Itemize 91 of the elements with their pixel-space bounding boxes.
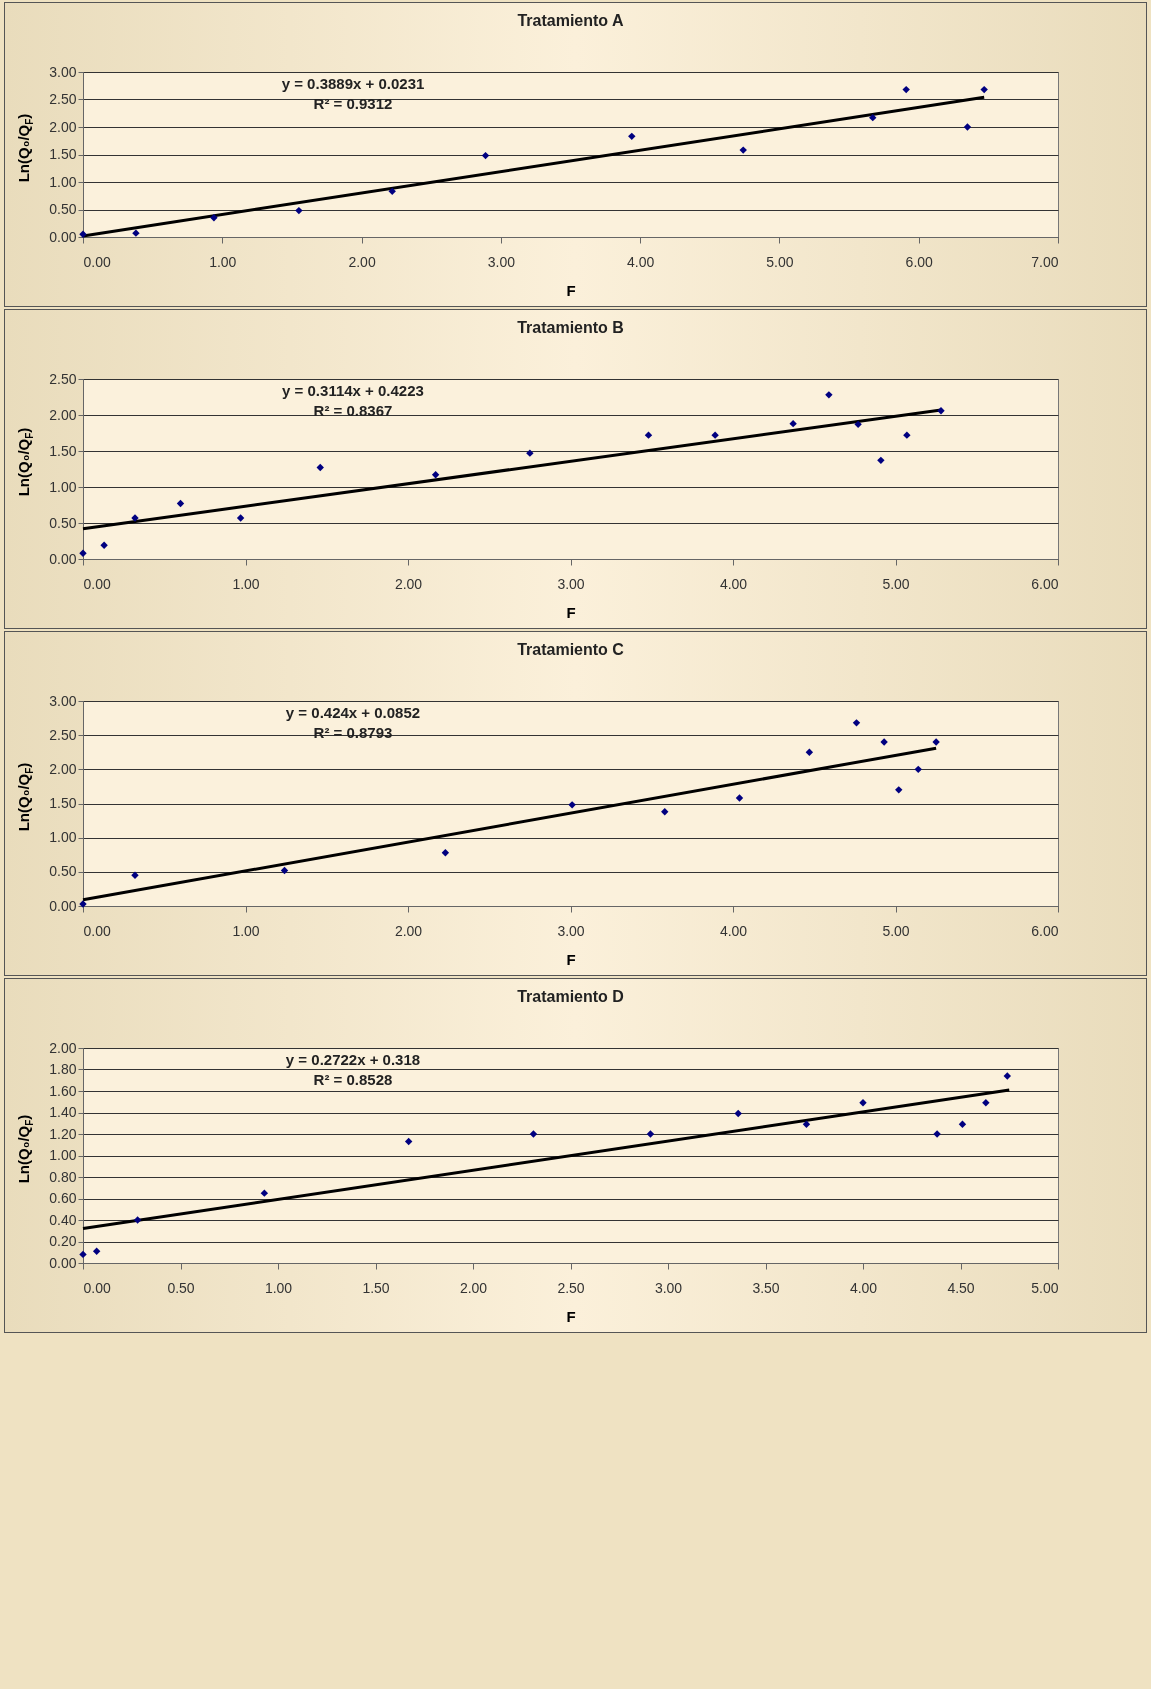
annotation: R² = 0.8528 xyxy=(313,1071,393,1088)
x-axis-title: F xyxy=(566,1307,576,1325)
x-tick-label: 2.00 xyxy=(348,253,376,270)
x-tick-label: 6.00 xyxy=(1031,575,1059,592)
x-tick-label: 3.00 xyxy=(557,922,585,939)
y-tick-label: 2.00 xyxy=(49,118,77,135)
y-tick-label: 1.00 xyxy=(49,173,77,190)
annotation: R² = 0.9312 xyxy=(313,95,393,112)
x-tick-label: 0.00 xyxy=(83,253,111,270)
y-tick-label: 0.60 xyxy=(49,1190,77,1206)
point xyxy=(734,1109,742,1118)
point xyxy=(79,1250,87,1259)
x-axis-title: F xyxy=(566,281,576,299)
annotation: y = 0.3114x + 0.4223 xyxy=(282,382,424,399)
y-tick-label: 2.50 xyxy=(49,370,77,387)
y-tick-label: 2.50 xyxy=(49,91,77,107)
y-tick-label: 2.00 xyxy=(49,760,77,777)
annotation: y = 0.424x + 0.0852 xyxy=(285,704,421,721)
y-tick-label: 1.00 xyxy=(49,1147,77,1163)
point xyxy=(958,1120,967,1129)
x-tick-label: 6.00 xyxy=(1031,922,1059,939)
x-tick-label: 3.50 xyxy=(752,1279,780,1296)
y-tick-label: 2.00 xyxy=(49,406,77,423)
y-tick-label: 0.50 xyxy=(49,863,77,880)
x-tick-label: 4.50 xyxy=(947,1279,975,1296)
x-tick-label: 2.00 xyxy=(394,922,423,939)
y-tick-label: 0.00 xyxy=(49,550,77,567)
y-tick-label: 0.80 xyxy=(49,1168,77,1185)
x-tick-label: 2.00 xyxy=(394,575,423,592)
annotation: y = 0.3889x + 0.0231 xyxy=(281,75,425,92)
y-tick-label: 0.20 xyxy=(49,1233,77,1249)
x-tick-label: 4.00 xyxy=(849,1279,878,1296)
x-tick-label: 5.00 xyxy=(1031,1279,1059,1296)
point xyxy=(646,1130,655,1138)
annotation: R² = 0.8367 xyxy=(313,402,393,419)
x-tick-label: 1.00 xyxy=(209,253,237,270)
point xyxy=(802,1120,811,1129)
x-tick-label: 0.00 xyxy=(83,575,111,592)
y-tick-label: 1.50 xyxy=(49,146,77,162)
x-tick-label: 3.00 xyxy=(557,575,585,592)
x-tick-label: 1.00 xyxy=(232,575,260,592)
chart-title: Tratamiento A xyxy=(517,12,624,29)
x-tick-label: 5.00 xyxy=(882,922,910,939)
annotation: y = 0.2722x + 0.318 xyxy=(285,1051,421,1068)
x-tick-label: 4.00 xyxy=(719,922,748,939)
x-tick-label: 7.00 xyxy=(1031,253,1059,270)
x-tick-label: 1.00 xyxy=(232,922,260,939)
x-tick-label: 0.50 xyxy=(167,1279,195,1296)
x-tick-label: 1.00 xyxy=(264,1279,293,1296)
x-axis-title: F xyxy=(566,603,576,621)
point xyxy=(1003,1072,1012,1080)
x-tick-label: 5.00 xyxy=(766,253,794,270)
x-tick-label: 3.00 xyxy=(654,1279,683,1296)
y-tick-label: 1.00 xyxy=(49,829,77,846)
chart-title: Tratamiento C xyxy=(517,641,625,658)
chart-title: Tratamiento D xyxy=(517,988,624,1005)
point xyxy=(92,1247,101,1255)
y-tick-label: 0.00 xyxy=(49,1254,77,1271)
y-tick-label: 3.00 xyxy=(49,692,77,709)
y-tick-label: 1.40 xyxy=(49,1104,77,1120)
x-tick-label: 4.00 xyxy=(627,253,655,270)
point xyxy=(260,1189,269,1197)
x-tick-label: 0.00 xyxy=(83,922,111,939)
chart-title: Tratamiento B xyxy=(517,319,624,336)
y-tick-label: 1.60 xyxy=(49,1082,77,1099)
y-tick-label: 1.80 xyxy=(49,1061,77,1077)
y-tick-label: 0.00 xyxy=(49,228,77,245)
y-tick-label: 2.00 xyxy=(49,1039,77,1056)
x-axis-title: F xyxy=(566,950,576,968)
x-tick-label: 4.00 xyxy=(719,575,748,592)
y-tick-label: 0.40 xyxy=(49,1211,77,1228)
y-tick-label: 1.20 xyxy=(49,1125,77,1142)
x-tick-label: 6.00 xyxy=(905,253,934,270)
y-tick-label: 0.50 xyxy=(49,514,77,531)
y-tick-label: 1.50 xyxy=(49,442,77,459)
y-tick-label: 3.00 xyxy=(49,63,77,80)
x-tick-label: 2.50 xyxy=(557,1279,585,1296)
x-tick-label: 5.00 xyxy=(882,575,910,592)
x-tick-label: 1.50 xyxy=(362,1279,390,1296)
y-tick-label: 0.00 xyxy=(49,897,77,914)
x-tick-label: 2.00 xyxy=(459,1279,488,1296)
x-tick-label: 0.00 xyxy=(83,1279,111,1296)
y-tick-label: 1.50 xyxy=(49,795,77,811)
point xyxy=(529,1130,538,1138)
point xyxy=(404,1137,413,1146)
y-tick-label: 2.50 xyxy=(49,726,77,743)
y-tick-label: 0.50 xyxy=(49,201,77,217)
point xyxy=(982,1099,990,1107)
point xyxy=(133,1216,142,1224)
x-tick-label: 3.00 xyxy=(487,253,516,270)
y-tick-label: 1.00 xyxy=(49,478,77,495)
